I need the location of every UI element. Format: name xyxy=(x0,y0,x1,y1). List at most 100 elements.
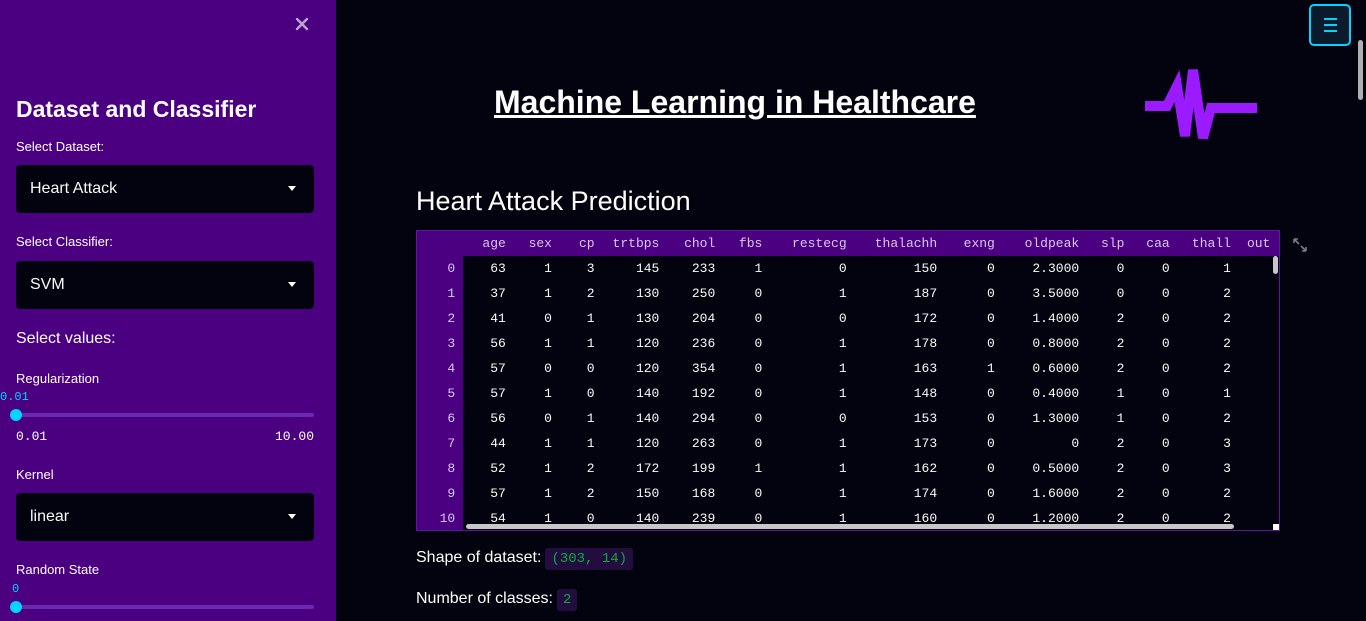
table-cell[interactable]: 0 xyxy=(754,486,763,501)
table-cell[interactable]: 130 xyxy=(635,286,660,301)
table-cell[interactable]: 0 xyxy=(1161,411,1170,426)
table-cell[interactable]: 172 xyxy=(635,461,660,476)
table-cell[interactable]: 56 xyxy=(490,336,506,351)
table-cell[interactable]: 0 xyxy=(1161,511,1170,526)
table-cell[interactable]: 2.3000 xyxy=(1032,261,1080,276)
table-cell[interactable]: 0 xyxy=(754,386,763,401)
column-header[interactable]: thall xyxy=(1177,231,1239,256)
table-cell[interactable]: 233 xyxy=(691,261,716,276)
table-cell[interactable]: 0 xyxy=(987,336,995,351)
table-cell[interactable]: 1 xyxy=(544,336,552,351)
table-cell[interactable]: 2 xyxy=(586,461,595,476)
table-cell[interactable]: 0 xyxy=(1161,336,1170,351)
table-cell[interactable]: 41 xyxy=(490,311,506,326)
table-cell[interactable]: 140 xyxy=(635,386,660,401)
table-cell[interactable]: 150 xyxy=(635,486,660,501)
table-cell[interactable]: 0 xyxy=(987,411,995,426)
table-cell[interactable]: 1 xyxy=(586,336,595,351)
table-cell[interactable]: 1 xyxy=(838,336,847,351)
table-cell[interactable]: 130 xyxy=(635,311,660,326)
table-cell[interactable]: 354 xyxy=(691,361,716,376)
table-cell[interactable]: 0 xyxy=(987,436,995,451)
table-cell[interactable]: 57 xyxy=(490,386,506,401)
column-header[interactable]: oldpeak xyxy=(1002,231,1088,256)
table-cell[interactable]: 2 xyxy=(1223,361,1231,376)
table-cell[interactable]: 2 xyxy=(1116,361,1125,376)
table-cell[interactable]: 1 xyxy=(586,411,595,426)
table-cell[interactable]: 1 xyxy=(544,386,552,401)
table-cell[interactable]: 0 xyxy=(987,486,995,501)
table-cell[interactable]: 140 xyxy=(635,511,660,526)
table-resize-handle[interactable] xyxy=(1273,524,1279,530)
table-cell[interactable]: 0 xyxy=(754,336,763,351)
fullscreen-expand-icon[interactable] xyxy=(1292,237,1308,253)
table-cell[interactable]: 0 xyxy=(754,311,763,326)
table-cell[interactable]: 0 xyxy=(544,311,552,326)
table-cell[interactable]: 1 xyxy=(754,461,763,476)
table-cell[interactable]: 120 xyxy=(635,436,660,451)
table-cell[interactable]: 2 xyxy=(586,486,595,501)
column-header[interactable]: out xyxy=(1238,231,1279,256)
table-cell[interactable]: 250 xyxy=(691,286,716,301)
table-horizontal-scrollbar[interactable] xyxy=(466,524,1234,529)
table-cell[interactable]: 1.3000 xyxy=(1032,411,1080,426)
column-header[interactable]: sex xyxy=(513,231,560,256)
table-cell[interactable]: 174 xyxy=(913,486,938,501)
table-cell[interactable]: 148 xyxy=(913,386,938,401)
table-cell[interactable]: 2 xyxy=(1116,336,1125,351)
table-cell[interactable]: 0 xyxy=(987,386,995,401)
table-cell[interactable]: 1 xyxy=(1116,411,1125,426)
table-cell[interactable]: 0 xyxy=(1161,436,1170,451)
table-cell[interactable]: 263 xyxy=(691,436,716,451)
classifier-select[interactable]: SVM xyxy=(16,261,314,309)
table-vertical-scrollbar[interactable] xyxy=(1273,256,1278,274)
table-cell[interactable]: 294 xyxy=(691,411,716,426)
table-cell[interactable]: 1 xyxy=(838,511,847,526)
table-cell[interactable]: 0 xyxy=(838,261,847,276)
table-cell[interactable]: 0 xyxy=(754,361,763,376)
table-cell[interactable]: 0 xyxy=(838,411,847,426)
table-cell[interactable]: 0 xyxy=(987,286,995,301)
column-header[interactable]: thalachh xyxy=(854,231,946,256)
column-header[interactable]: exng xyxy=(945,231,1003,256)
table-cell[interactable]: 0.4000 xyxy=(1032,386,1080,401)
table-cell[interactable]: 0 xyxy=(1161,386,1170,401)
table-cell[interactable]: 37 xyxy=(490,286,506,301)
column-header[interactable]: chol xyxy=(667,231,724,256)
table-cell[interactable]: 1 xyxy=(1223,386,1231,401)
table-cell[interactable]: 1 xyxy=(544,486,552,501)
table-cell[interactable]: 1 xyxy=(838,361,847,376)
column-header[interactable]: age xyxy=(463,231,514,256)
table-cell[interactable]: 0 xyxy=(1161,461,1170,476)
table-cell[interactable]: 0 xyxy=(1161,311,1170,326)
table-cell[interactable]: 173 xyxy=(913,436,938,451)
table-cell[interactable]: 199 xyxy=(691,461,716,476)
table-cell[interactable]: 1 xyxy=(544,261,552,276)
table-cell[interactable]: 1 xyxy=(544,511,552,526)
table-cell[interactable]: 52 xyxy=(490,461,506,476)
table-cell[interactable]: 1.6000 xyxy=(1032,486,1080,501)
table-cell[interactable]: 153 xyxy=(913,411,938,426)
table-cell[interactable]: 2 xyxy=(1223,311,1231,326)
table-cell[interactable]: 2 xyxy=(1223,486,1231,501)
table-cell[interactable]: 0 xyxy=(987,461,995,476)
random-state-slider-track[interactable] xyxy=(16,605,314,609)
table-cell[interactable]: 2 xyxy=(1223,411,1231,426)
table-cell[interactable]: 0 xyxy=(754,436,763,451)
table-cell[interactable]: 0.8000 xyxy=(1032,336,1080,351)
table-cell[interactable]: 1.4000 xyxy=(1032,311,1080,326)
table-cell[interactable]: 2 xyxy=(1116,436,1125,451)
table-cell[interactable]: 1 xyxy=(1116,386,1125,401)
table-cell[interactable]: 1 xyxy=(838,436,847,451)
table-cell[interactable]: 0 xyxy=(544,361,552,376)
table-cell[interactable]: 1 xyxy=(754,261,763,276)
table-cell[interactable]: 44 xyxy=(490,436,506,451)
table-cell[interactable]: 1 xyxy=(544,286,552,301)
table-cell[interactable]: 150 xyxy=(913,261,938,276)
table-cell[interactable]: 0 xyxy=(987,311,995,326)
table-cell[interactable]: 0 xyxy=(586,361,595,376)
table-cell[interactable]: 0 xyxy=(1116,261,1125,276)
table-cell[interactable]: 57 xyxy=(490,361,506,376)
column-header[interactable]: trtbps xyxy=(602,231,668,256)
table-cell[interactable]: 0 xyxy=(1071,436,1080,451)
